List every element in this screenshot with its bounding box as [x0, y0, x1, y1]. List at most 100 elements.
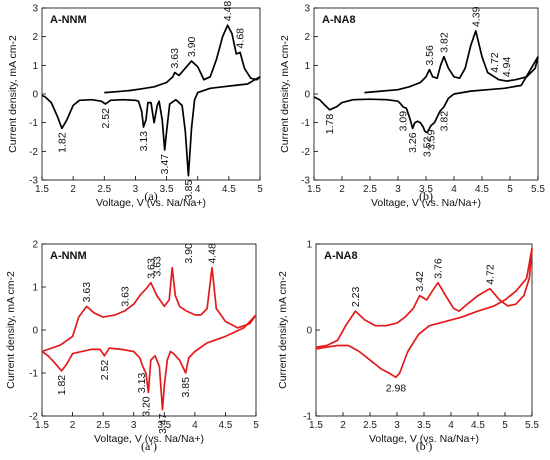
x-tick-label: 4.5	[222, 184, 236, 195]
y-axis-label: Current density, mA cm-2	[277, 271, 289, 389]
chart-panel-a: 1.5 2 2.5 3 3.5 4 4.5 5 -3 -2 -1 0 1 2 3 Voltage, V (vs…	[7, 1, 263, 209]
x-tick-label: 3	[395, 184, 401, 195]
y-tick-label: 2	[32, 240, 38, 251]
y-tick-label: -1	[303, 412, 312, 423]
x-tick-label: 3	[133, 184, 139, 195]
peak-label: 4.68	[235, 28, 247, 49]
panel-caption: (a′)	[141, 439, 157, 453]
peak-label: 3.90	[186, 36, 198, 57]
chart-panel-aprime: 1.5 2 2.5 3 3.5 4 4.5 5 -2 -1 0 1 2 Voltage, V (vs. N…	[5, 240, 259, 454]
y-tick-label: 3	[32, 4, 38, 15]
peak-label: 3.82	[438, 111, 450, 132]
peak-label: 3.47	[159, 154, 171, 175]
y-axis-label: Current density, mA cm-2	[5, 271, 17, 389]
series-line-anodic	[364, 30, 539, 94]
x-tick-label: 5.5	[525, 420, 539, 431]
x-tick-label: 5	[257, 184, 263, 195]
x-tick-label: 2.5	[363, 184, 377, 195]
peak-label: 4.48	[222, 1, 234, 22]
peak-label: 3.90	[183, 243, 195, 264]
x-tick-label: 4	[451, 184, 457, 195]
peak-label: 3.63	[120, 286, 132, 307]
panel-title: A-NNM	[50, 250, 87, 262]
series-line-cathodic	[315, 248, 533, 379]
y-tick-label: -1	[301, 118, 310, 129]
peak-label: 3.47	[157, 413, 169, 434]
peak-label: 3.56	[424, 45, 436, 66]
panel-title: A-NA8	[324, 250, 358, 262]
x-tick-label: 3	[131, 420, 137, 431]
x-tick-label: 3.5	[160, 184, 174, 195]
panel-title: A-NNM	[50, 14, 87, 26]
x-tick-label: 3.5	[417, 420, 431, 431]
x-tick-label: 4	[448, 420, 454, 431]
x-tick-label: 1.5	[309, 420, 323, 431]
y-tick-label: -3	[301, 176, 310, 187]
peak-label: 3.85	[183, 180, 195, 201]
x-tick-label: 5.5	[531, 184, 545, 195]
panel-caption: (b)	[419, 189, 433, 203]
series-line-cathodic	[41, 314, 257, 411]
y-tick-label: 2	[32, 32, 38, 43]
x-tick-label: 4.5	[218, 420, 232, 431]
series-line-cathodic	[41, 76, 261, 177]
series-line-anodic	[315, 248, 533, 349]
x-axis-label: Voltage, V (vs. Na/Na+)	[369, 433, 479, 445]
y-tick-label: 3	[304, 4, 310, 15]
peak-label: 4.72	[489, 52, 501, 73]
x-axis-label: Voltage, V (vs. Na/Na+)	[96, 197, 206, 209]
y-tick-label: 1	[32, 61, 38, 72]
y-tick-label: 1	[32, 283, 38, 294]
panel-caption: (b′)	[416, 439, 433, 453]
x-tick-label: 5	[253, 420, 259, 431]
y-tick-label: 0	[32, 326, 38, 337]
series-line-anodic	[41, 266, 257, 353]
peak-label: 3.76	[433, 258, 445, 279]
peak-label: 4.94	[501, 57, 513, 78]
peak-label: 3.13	[136, 373, 148, 394]
peak-label: 2.98	[386, 382, 407, 394]
chart-panel-b: 1.5 2 2.5 3 3.5 4 4.5 5 5.5 -3 -2 -1 0 1 2 3 Voltage, V …	[279, 4, 545, 210]
peak-label: 1.82	[56, 375, 68, 396]
peak-label: 4.39	[470, 6, 482, 27]
y-tick-label: 0	[32, 90, 38, 101]
peak-label: 3.63	[145, 258, 157, 279]
y-tick-label: 1	[306, 240, 312, 251]
y-tick-label: 2	[304, 32, 310, 43]
peak-label: 3.82	[438, 32, 450, 53]
x-tick-label: 2	[340, 420, 346, 431]
peak-label: 4.72	[484, 264, 496, 285]
y-axis-label: Current density, mA cm-2	[279, 35, 291, 153]
y-tick-label: -2	[29, 147, 38, 158]
x-tick-label: 5	[507, 184, 513, 195]
y-axis-label: Current density, mA cm-2	[7, 35, 19, 153]
x-tick-label: 1.5	[307, 184, 321, 195]
x-tick-label: 4.5	[475, 184, 489, 195]
series-line-cathodic	[313, 56, 539, 134]
x-tick-label: 2.5	[97, 184, 111, 195]
peak-label: 3.20	[140, 396, 152, 417]
y-tick-label: 0	[304, 90, 310, 101]
x-tick-label: 2	[70, 184, 76, 195]
x-axis-label: Voltage, V (vs. Na/Na+)	[371, 197, 481, 209]
y-tick-label: 0	[306, 326, 312, 337]
x-tick-label: 1.5	[35, 184, 49, 195]
peak-label: 3.42	[414, 271, 426, 292]
x-tick-label: 4	[195, 184, 201, 195]
x-tick-label: 5	[502, 420, 508, 431]
x-tick-label: 2.5	[96, 420, 110, 431]
peak-label: 3.63	[169, 48, 181, 69]
x-tick-label: 2	[339, 184, 345, 195]
peak-label: 4.48	[206, 243, 218, 264]
peak-label: 1.82	[56, 132, 68, 153]
x-tick-label: 3.5	[157, 420, 171, 431]
peak-label: 2.23	[350, 286, 362, 307]
series-line-anodic	[104, 24, 261, 94]
y-tick-label: -3	[29, 176, 38, 187]
peak-label: 3.52	[422, 137, 434, 158]
y-tick-label: -1	[29, 118, 38, 129]
x-tick-label: 2	[70, 420, 76, 431]
y-tick-label: -2	[301, 147, 310, 158]
peak-label: 2.52	[99, 360, 111, 381]
